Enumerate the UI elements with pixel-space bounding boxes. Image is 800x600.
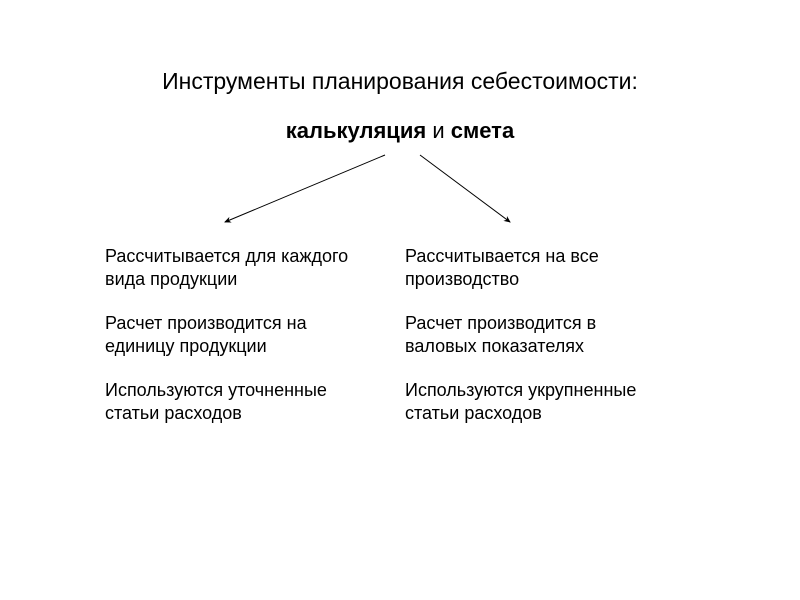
list-item: Расчет производится на единицу продукции	[105, 312, 365, 357]
list-item: Рассчитывается для каждого вида продукци…	[105, 245, 365, 290]
slide-subtitle: калькуляция и смета	[0, 118, 800, 144]
list-item: Расчет производится в валовых показателя…	[405, 312, 665, 357]
arrow-right	[420, 155, 510, 222]
list-item: Используются укрупненные статьи расходов	[405, 379, 665, 424]
slide-title: Инструменты планирования себестоимости:	[0, 68, 800, 95]
subtitle-term-2: смета	[451, 118, 514, 143]
column-right: Рассчитывается на все производство Расче…	[405, 245, 665, 446]
subtitle-conj: и	[426, 118, 451, 143]
branch-arrows	[0, 150, 800, 240]
column-left: Рассчитывается для каждого вида продукци…	[105, 245, 365, 446]
arrow-left	[225, 155, 385, 222]
list-item: Используются уточненные статьи расходов	[105, 379, 365, 424]
subtitle-term-1: калькуляция	[286, 118, 426, 143]
columns: Рассчитывается для каждого вида продукци…	[0, 245, 800, 446]
slide: Инструменты планирования себестоимости: …	[0, 0, 800, 600]
list-item: Рассчитывается на все производство	[405, 245, 665, 290]
